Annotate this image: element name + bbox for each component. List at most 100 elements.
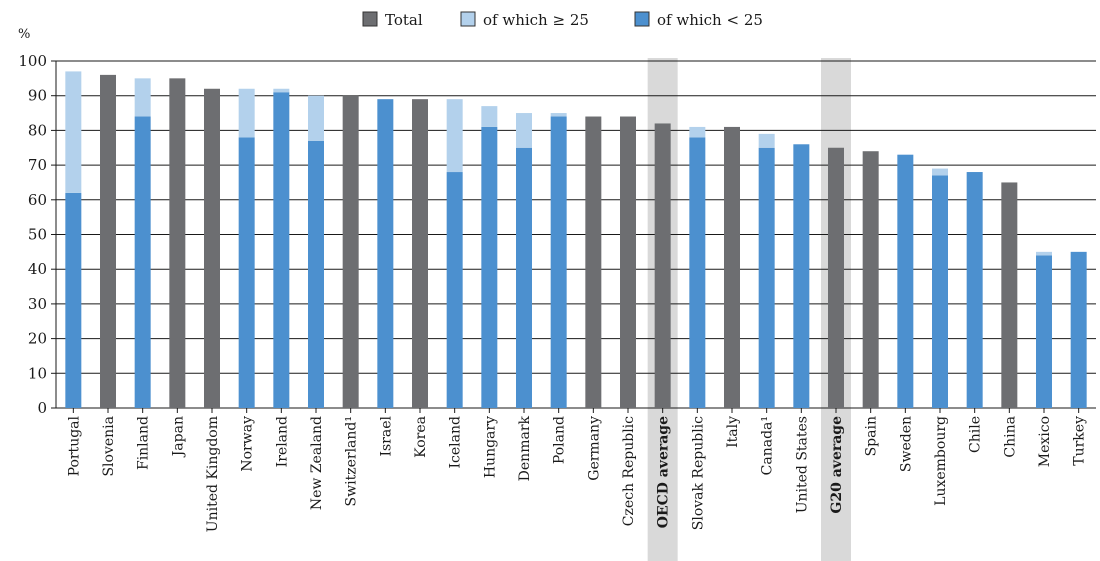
legend-swatch-of-which-25 bbox=[634, 11, 650, 27]
x-label-ireland: Ireland bbox=[274, 416, 290, 467]
bar-over25-ireland bbox=[273, 88, 290, 93]
x-label-turkey: Turkey bbox=[1072, 416, 1088, 466]
legend-label-of-which-25: of which ≥ 25 bbox=[483, 11, 589, 29]
bar-over25-mexico bbox=[1036, 251, 1052, 256]
bar-over25-finland bbox=[134, 78, 151, 117]
x-label-switzerland: Switzerland¹ bbox=[344, 416, 360, 506]
y-axis-ticks: 0 10 20 30 40 50 60 70 80 90 100 bbox=[18, 52, 56, 417]
legend-item-of-which-25: of which ≥ 25 bbox=[460, 11, 589, 29]
legend: Total of which ≥ 25 of which < 25 bbox=[362, 11, 763, 29]
bar-under25-slovak-republic bbox=[689, 137, 706, 408]
x-label-portugal: Portugal bbox=[66, 415, 82, 476]
bar-under25-norway bbox=[238, 137, 255, 408]
y-tick-label-20: 20 bbox=[28, 330, 47, 348]
highlight-bands bbox=[647, 58, 851, 561]
bar-under25-canada bbox=[758, 147, 775, 408]
bar-under25-iceland bbox=[446, 172, 463, 408]
y-tick-label-90: 90 bbox=[28, 87, 47, 105]
bars bbox=[65, 71, 1087, 409]
bar-over25-iceland bbox=[446, 99, 463, 173]
x-label-iceland: Iceland bbox=[448, 416, 464, 468]
y-tick-label-40: 40 bbox=[28, 260, 47, 278]
x-axis-labels: Portugal Slovenia Finland Japan United Kingd… bbox=[66, 408, 1088, 532]
bar-under25-ireland bbox=[273, 92, 290, 408]
bar-total-italy bbox=[724, 126, 740, 409]
x-label-new-zealand: New Zealand bbox=[309, 416, 325, 510]
x-label-luxembourg: Luxembourg bbox=[933, 416, 949, 506]
x-label-slovak-republic: Slovak Republic bbox=[690, 416, 706, 530]
bar-under25-poland bbox=[550, 116, 567, 409]
legend-label-of-which-25: of which < 25 bbox=[657, 11, 763, 29]
bar-over25-canada bbox=[758, 133, 775, 148]
bar-under25-israel bbox=[377, 99, 394, 409]
bar-over25-portugal bbox=[65, 71, 82, 193]
bar-total-spain bbox=[862, 151, 879, 408]
bar-under25-new-zealand bbox=[308, 140, 324, 408]
x-label-mexico: Mexico bbox=[1037, 416, 1053, 467]
bar-under25-turkey bbox=[1070, 251, 1087, 408]
bar-total-china bbox=[1001, 182, 1018, 408]
x-label-chile: Chile bbox=[968, 416, 984, 453]
legend-swatch-total bbox=[362, 11, 378, 27]
bar-over25-denmark bbox=[516, 113, 532, 148]
bar-under25-hungary bbox=[481, 126, 498, 409]
bar-total-korea bbox=[412, 99, 428, 409]
x-label-slovenia: Slovenia bbox=[101, 416, 117, 477]
bar-over25-norway bbox=[238, 88, 255, 138]
x-label-korea: Korea bbox=[413, 416, 429, 458]
x-label-canada: Canada¹ bbox=[760, 416, 776, 475]
bar-total-g20-average bbox=[828, 147, 844, 408]
bar-under25-luxembourg bbox=[932, 175, 948, 408]
x-label-united-kingdom: United Kingdom bbox=[205, 416, 221, 532]
legend-item-of-which-25: of which < 25 bbox=[634, 11, 763, 29]
bar-under25-finland bbox=[134, 116, 151, 409]
x-label-norway: Norway bbox=[240, 416, 256, 472]
bar-over25-luxembourg bbox=[932, 168, 948, 176]
x-label-japan: Japan bbox=[170, 416, 186, 458]
x-label-united-states: United States bbox=[794, 416, 810, 513]
bar-over25-new-zealand bbox=[308, 95, 324, 141]
bar-under25-mexico bbox=[1036, 255, 1052, 408]
bar-total-japan bbox=[169, 78, 186, 408]
bar-under25-chile bbox=[966, 172, 983, 408]
x-label-czech-republic: Czech Republic bbox=[621, 416, 637, 526]
x-label-china: China bbox=[1002, 416, 1018, 458]
bar-under25-sweden bbox=[897, 154, 914, 408]
x-label-italy: Italy bbox=[725, 416, 741, 448]
y-tick-label-70: 70 bbox=[28, 156, 47, 174]
bar-total-slovenia bbox=[100, 74, 116, 408]
x-label-g20-average: G20 average bbox=[829, 416, 845, 514]
legend-item-total: Total bbox=[362, 11, 423, 29]
bar-total-oecd-average bbox=[654, 123, 671, 409]
bar-total-switzerland bbox=[342, 95, 359, 408]
y-tick-label-80: 80 bbox=[28, 121, 47, 139]
y-tick-label-50: 50 bbox=[28, 226, 47, 244]
x-label-oecd-average: OECD average bbox=[656, 416, 672, 528]
bar-under25-denmark bbox=[516, 147, 532, 408]
x-label-hungary: Hungary bbox=[482, 416, 498, 478]
bar-total-united-kingdom bbox=[204, 88, 220, 408]
bar-under25-portugal bbox=[65, 192, 82, 408]
x-label-finland: Finland bbox=[136, 416, 152, 470]
y-tick-label-60: 60 bbox=[28, 191, 47, 209]
x-label-sweden: Sweden bbox=[898, 416, 914, 472]
x-label-germany: Germany bbox=[586, 416, 602, 481]
bar-under25-united-states bbox=[793, 144, 810, 408]
x-label-poland: Poland bbox=[552, 416, 568, 464]
y-tick-label-30: 30 bbox=[28, 295, 47, 313]
x-label-israel: Israel bbox=[378, 415, 394, 456]
bar-total-germany bbox=[585, 116, 602, 409]
legend-swatch-of-which-25 bbox=[460, 11, 476, 27]
y-axis-unit-label: % bbox=[18, 27, 30, 42]
bar-over25-slovak-republic bbox=[689, 126, 706, 138]
bar-over25-hungary bbox=[481, 106, 498, 127]
y-tick-label-10: 10 bbox=[28, 364, 47, 382]
legend-label-total: Total bbox=[385, 11, 423, 29]
bar-over25-poland bbox=[550, 113, 567, 117]
x-label-spain: Spain bbox=[864, 416, 880, 456]
y-tick-label-0: 0 bbox=[37, 399, 47, 417]
y-tick-label-100: 100 bbox=[18, 52, 47, 70]
x-label-denmark: Denmark bbox=[517, 415, 533, 481]
bar-total-czech-republic bbox=[620, 116, 636, 409]
